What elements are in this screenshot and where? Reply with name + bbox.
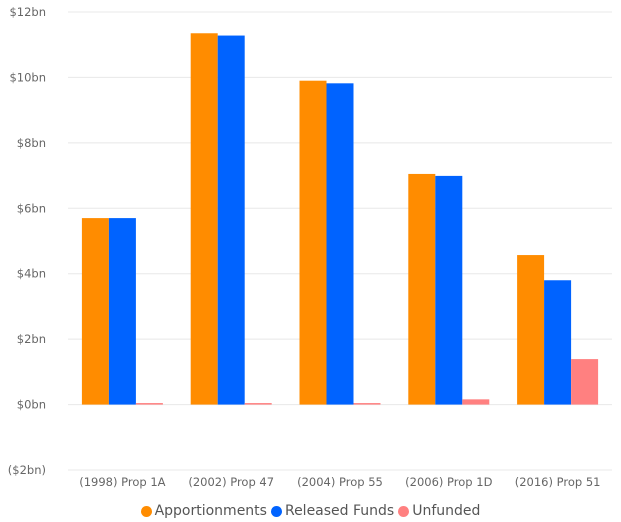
legend-item-apportionments[interactable]: Apportionments xyxy=(140,503,267,519)
x-category-label: (2006) Prop 1D xyxy=(405,475,492,489)
bar-apportionments[interactable] xyxy=(190,33,218,405)
y-tick-label: $0bn xyxy=(17,398,46,412)
bar-released-funds[interactable] xyxy=(108,218,136,405)
legend: Apportionments Released Funds Unfunded xyxy=(0,500,621,522)
legend-label: Apportionments xyxy=(154,503,267,519)
bar-released-funds[interactable] xyxy=(217,35,245,405)
y-tick-label: $4bn xyxy=(17,267,46,281)
x-axis-labels: (1998) Prop 1A (2002) Prop 47 (2004) Prop … xyxy=(79,475,600,489)
x-category-label: (1998) Prop 1A xyxy=(79,475,165,489)
bar-apportionments[interactable] xyxy=(81,218,109,405)
bar-unfunded[interactable] xyxy=(571,359,599,405)
legend-item-released-funds[interactable]: Released Funds xyxy=(270,503,395,519)
x-category-label: (2004) Prop 55 xyxy=(297,475,383,489)
bar-unfunded[interactable] xyxy=(462,399,490,405)
bar-apportionments[interactable] xyxy=(299,80,327,405)
legend-label: Released Funds xyxy=(284,503,395,519)
bar-unfunded[interactable] xyxy=(353,403,381,405)
bars xyxy=(81,33,599,405)
legend-marker xyxy=(270,505,282,517)
y-tick-label: $6bn xyxy=(17,201,46,215)
bar-unfunded[interactable] xyxy=(135,403,163,405)
x-category-label: (2002) Prop 47 xyxy=(188,475,274,489)
bar-apportionments[interactable] xyxy=(408,173,436,405)
y-tick-label: $2bn xyxy=(17,332,46,346)
bar-unfunded[interactable] xyxy=(244,403,272,405)
bar-released-funds[interactable] xyxy=(544,280,572,405)
legend-marker xyxy=(140,505,152,517)
bar-released-funds[interactable] xyxy=(326,83,354,405)
y-tick-label: ($2bn) xyxy=(8,463,46,477)
y-axis-ticks: $12bn $10bn $8bn $6bn $4bn $2bn $0bn ($2bn) xyxy=(8,5,46,477)
legend-label: Unfunded xyxy=(412,503,481,519)
bar-released-funds[interactable] xyxy=(435,175,463,405)
y-tick-label: $8bn xyxy=(17,136,46,150)
y-tick-label: $10bn xyxy=(9,70,46,84)
legend-marker xyxy=(398,505,410,517)
y-tick-label: $12bn xyxy=(9,5,46,19)
x-category-label: (2016) Prop 51 xyxy=(515,475,601,489)
bar-apportionments[interactable] xyxy=(517,255,545,405)
legend-item-unfunded[interactable]: Unfunded xyxy=(398,503,480,519)
